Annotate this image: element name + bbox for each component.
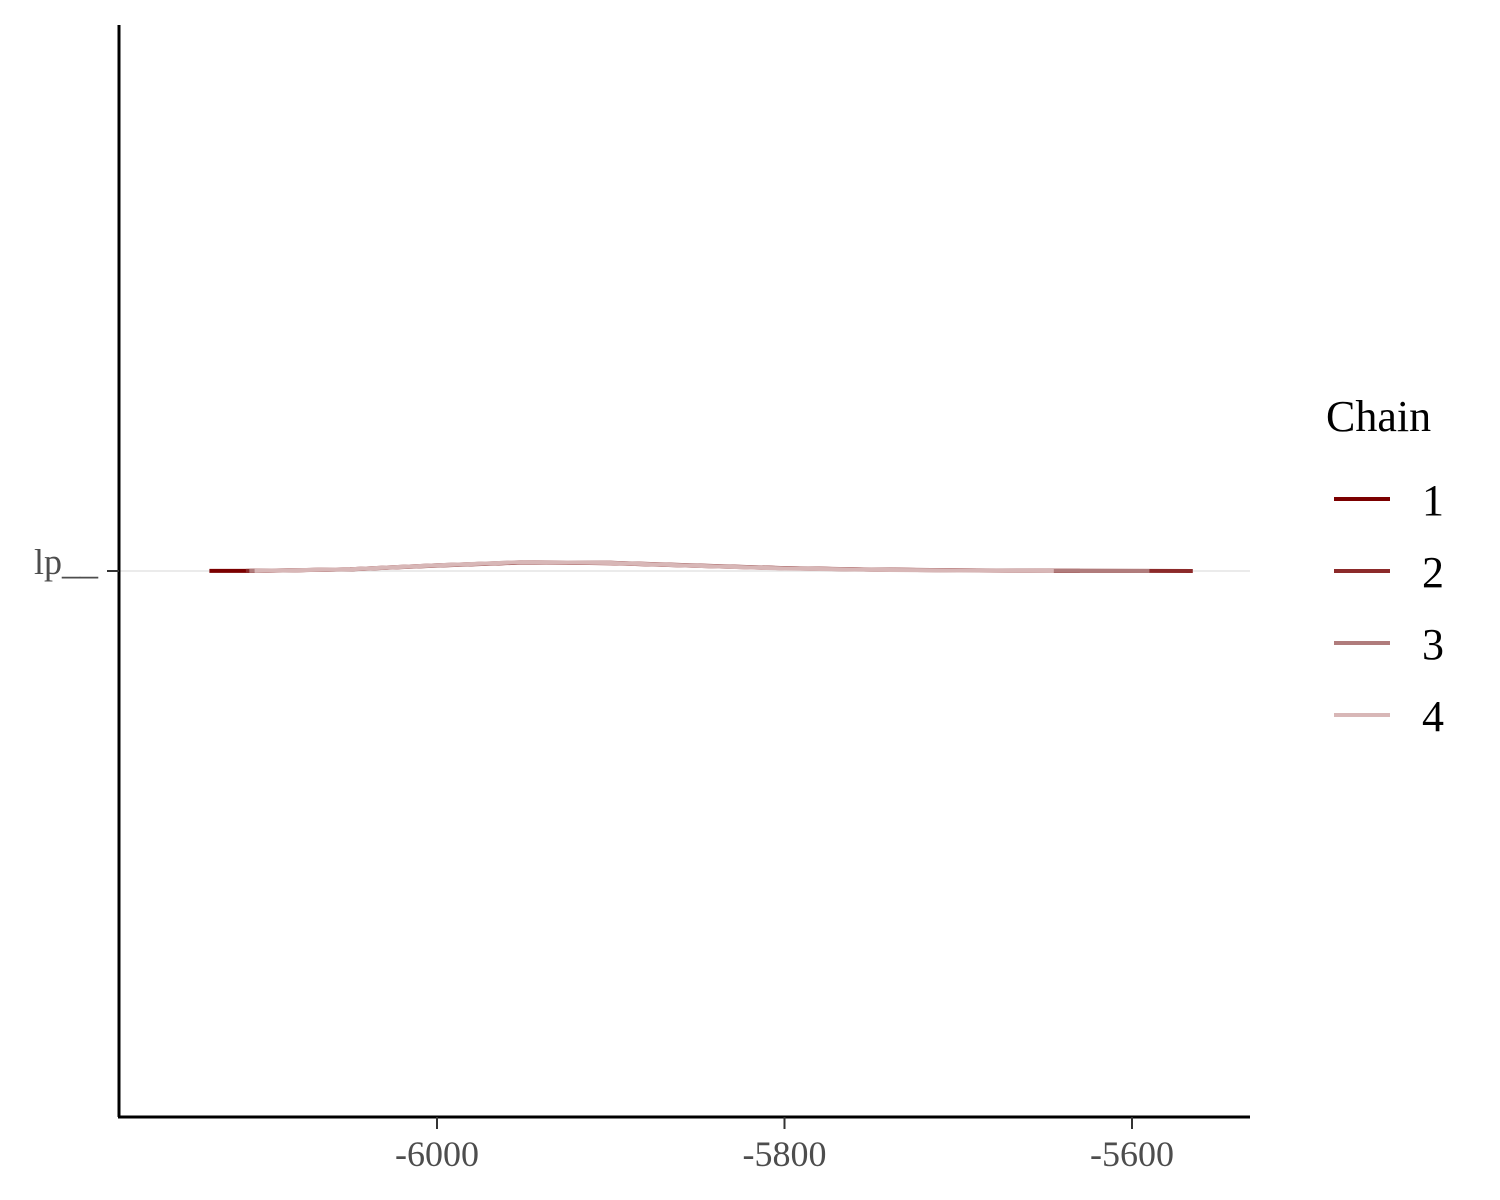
legend-entries: 1 2 3 4 bbox=[1334, 476, 1444, 741]
legend-label-chain-2: 2 bbox=[1422, 548, 1444, 597]
density-line-chain-4 bbox=[254, 560, 1054, 573]
legend-title: Chain bbox=[1326, 392, 1431, 441]
series-layer bbox=[209, 560, 1193, 573]
x-tick-label--5600: -5600 bbox=[1090, 1134, 1174, 1174]
legend-label-chain-3: 3 bbox=[1422, 620, 1444, 669]
legend-label-chain-1: 1 bbox=[1422, 476, 1444, 525]
y-tick-label-lp: lp__ bbox=[34, 542, 99, 582]
x-tick-label--5800: -5800 bbox=[743, 1134, 827, 1174]
legend-label-chain-4: 4 bbox=[1422, 692, 1444, 741]
legend: Chain 1 2 3 4 bbox=[1326, 392, 1444, 741]
x-ticks: -6000 -5800 -5600 bbox=[395, 1117, 1174, 1174]
x-tick-label--6000: -6000 bbox=[395, 1134, 479, 1174]
